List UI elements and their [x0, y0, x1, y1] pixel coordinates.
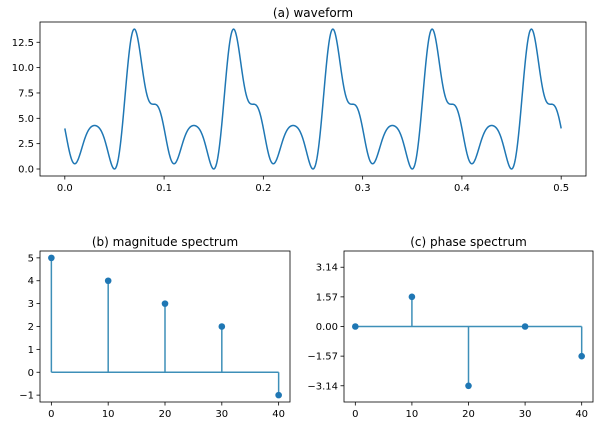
phase-marker	[465, 382, 472, 390]
waveform-ytick-label: 5.0	[18, 114, 34, 125]
phase-xtick-label: 30	[519, 409, 532, 420]
magnitude-frame	[39, 250, 291, 403]
phase-ytick-label: −1.57	[307, 352, 338, 363]
magnitude-ytick-label: 5	[28, 253, 34, 264]
waveform-xtick-label: 0.0	[57, 183, 73, 194]
waveform-xtick-label: 0.2	[255, 183, 271, 194]
magnitude-ytick-label: 3	[28, 299, 34, 310]
waveform-panel: (a) waveform 0.0 0.1 0.2 0.3 0.4 0.5 0.0 2.5 5.0 7…	[12, 6, 587, 194]
waveform-ytick-label: 2.5	[18, 139, 34, 150]
phase-panel: (c) phase spectrum 0 10 20 30 40 3.14 1.57 0.00 −…	[307, 235, 594, 420]
phase-title: (c) phase spectrum	[410, 235, 527, 249]
waveform-series-line	[64, 28, 562, 170]
magnitude-ytick-label: 0	[28, 368, 34, 379]
magnitude-marker	[275, 391, 282, 399]
waveform-ytick-label: 7.5	[18, 88, 34, 99]
phase-marker	[408, 293, 416, 301]
phase-frame	[343, 250, 594, 403]
phase-ytick-label: 0.00	[316, 322, 338, 333]
phase-ytick-label: −3.14	[307, 381, 338, 392]
magnitude-ytick-label: −1	[19, 391, 34, 402]
waveform-ytick-label: 10.0	[12, 63, 34, 74]
waveform-xtick-label: 0.5	[553, 183, 569, 194]
magnitude-xtick-label: 10	[102, 409, 115, 420]
magnitude-xtick-label: 30	[215, 409, 228, 420]
phase-xtick-label: 10	[406, 409, 419, 420]
waveform-title: (a) waveform	[273, 6, 353, 20]
waveform-ytick-label: 12.5	[12, 38, 34, 49]
magnitude-marker	[104, 277, 112, 285]
magnitude-marker	[161, 300, 169, 307]
phase-marker	[521, 323, 529, 330]
magnitude-panel: (b) magnitude spectrum 0 10 20 30 40 −1 0 1 2 3 4 5	[19, 235, 291, 420]
magnitude-xtick-label: 0	[48, 409, 54, 420]
magnitude-marker	[48, 254, 55, 262]
waveform-xtick-label: 0.1	[156, 183, 172, 194]
magnitude-xtick-label: 40	[272, 409, 285, 420]
phase-xtick-label: 40	[575, 409, 588, 420]
phase-xtick-label: 0	[352, 409, 358, 420]
waveform-frame	[39, 21, 587, 177]
phase-marker	[352, 323, 359, 330]
magnitude-title: (b) magnitude spectrum	[92, 235, 238, 249]
waveform-ytick-label: 0.0	[18, 165, 34, 176]
magnitude-ytick-label: 4	[28, 276, 34, 287]
phase-xtick-label: 20	[462, 409, 475, 420]
magnitude-marker	[218, 323, 226, 330]
waveform-xtick-label: 0.3	[355, 183, 371, 194]
waveform-xtick-label: 0.4	[454, 183, 470, 194]
phase-marker	[578, 352, 585, 360]
magnitude-ytick-label: 2	[28, 322, 34, 333]
phase-ytick-label: 3.14	[316, 263, 338, 274]
magnitude-xtick-label: 20	[159, 409, 172, 420]
phase-ytick-label: 1.57	[316, 292, 338, 303]
magnitude-ytick-label: 1	[28, 345, 34, 356]
